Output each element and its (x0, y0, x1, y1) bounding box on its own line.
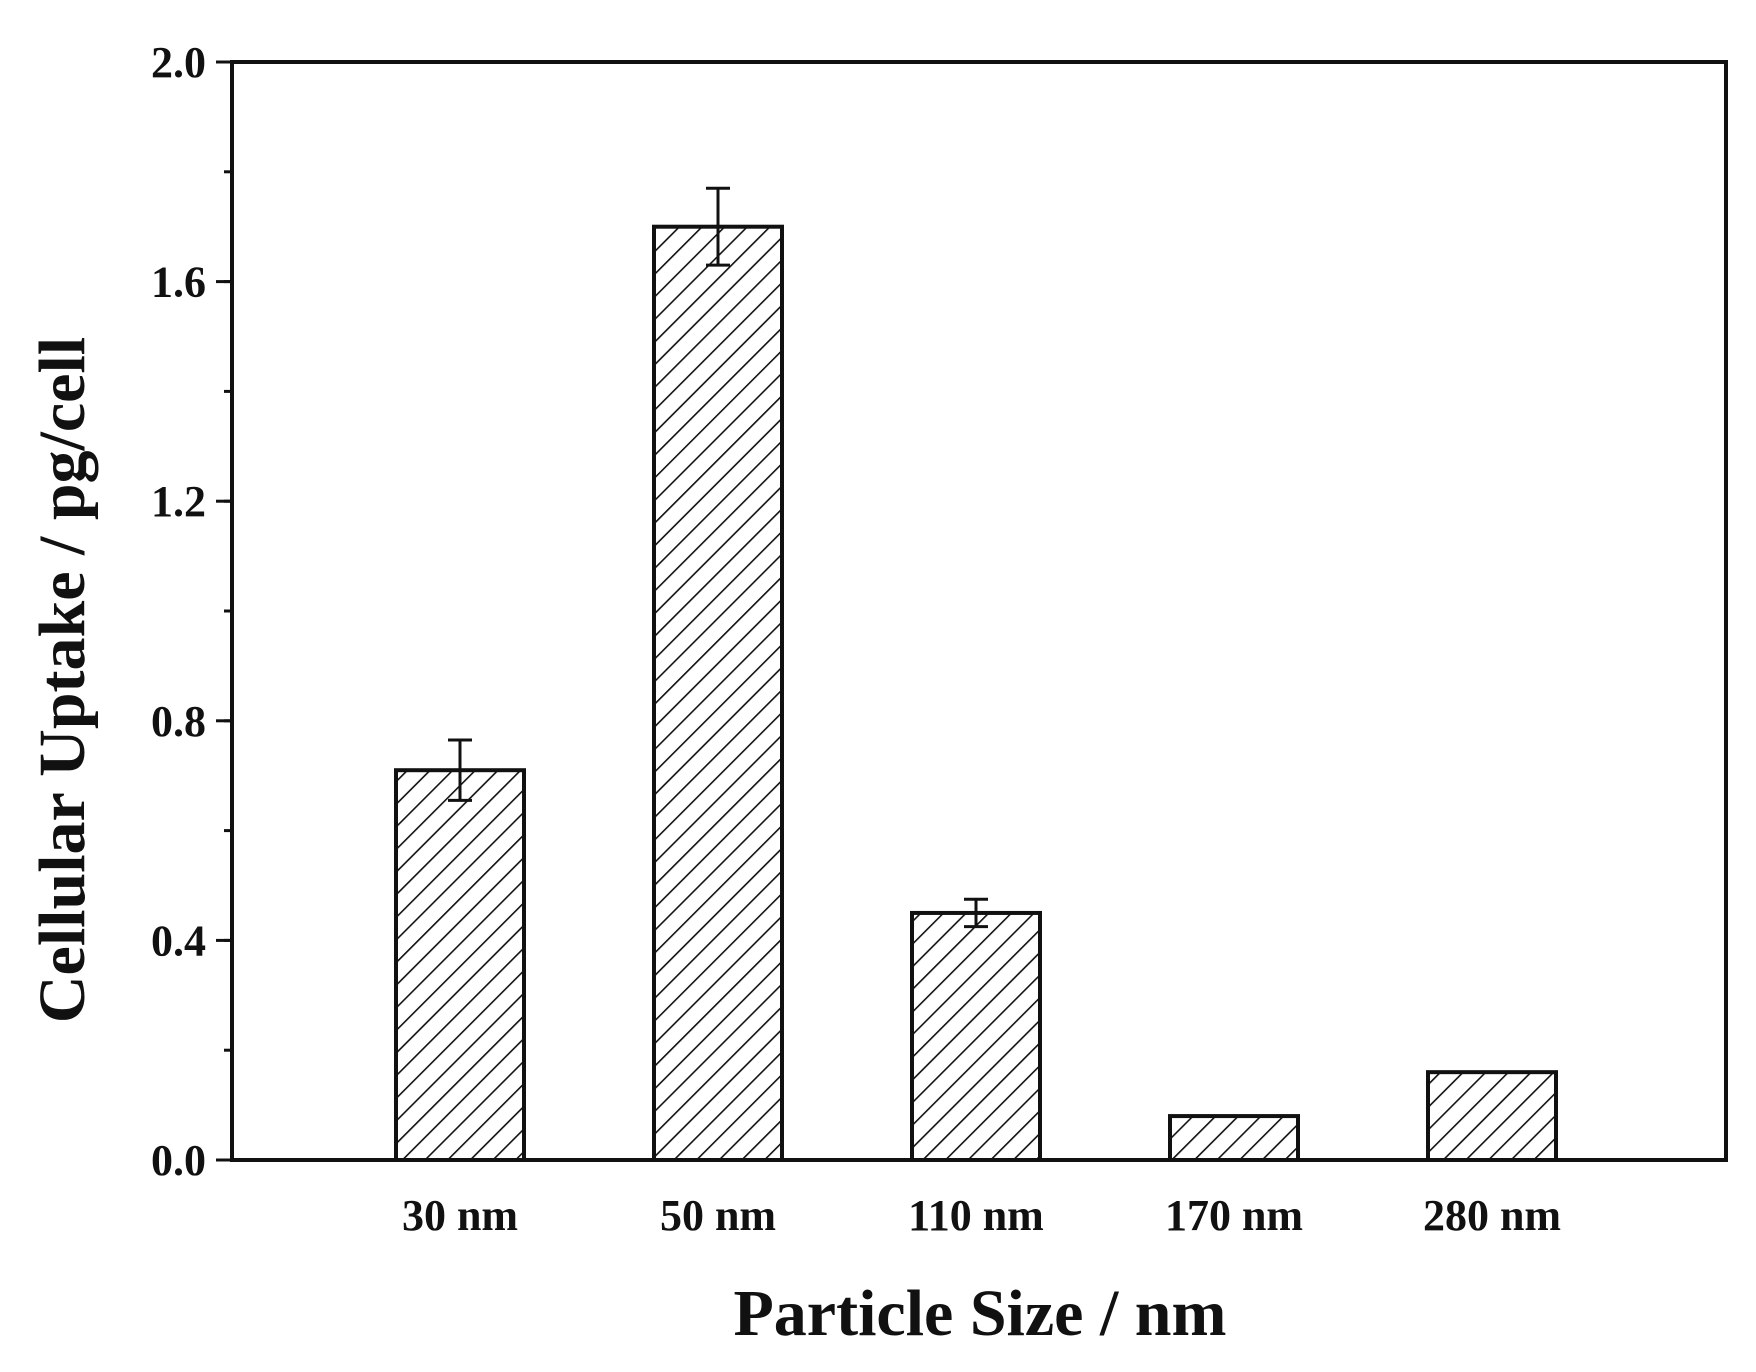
x-tick-label: 50 nm (660, 1191, 776, 1240)
bar-110-nm (910, 910, 1042, 1163)
y-tick-label: 0.4 (151, 916, 206, 965)
error-bars-layer (448, 186, 988, 929)
bar-50-nm (652, 224, 784, 1162)
error-bar (448, 738, 472, 802)
x-tick-label: 110 nm (908, 1191, 1044, 1240)
y-axis-title: Cellular Uptake / pg/cell (26, 337, 99, 1023)
y-tick-label: 1.2 (151, 477, 206, 526)
bars-layer (394, 224, 1558, 1163)
bar-280-nm (1426, 1070, 1558, 1163)
y-tick-label: 2.0 (151, 38, 206, 87)
x-axis-ticks: 30 nm 50 nm 110 nm 170 nm 280 nm (402, 1191, 1561, 1240)
x-tick-label: 280 nm (1423, 1191, 1561, 1240)
y-axis-ticks: 0.0 0.4 0.8 1.2 1.6 2.0 (151, 38, 232, 1185)
error-bar (706, 186, 730, 267)
y-tick-label: 1.6 (151, 258, 206, 307)
x-axis-title: Particle Size / nm (733, 1277, 1226, 1350)
x-tick-label: 170 nm (1165, 1191, 1303, 1240)
y-tick-label: 0.8 (151, 697, 206, 746)
y-tick-label: 0.0 (151, 1136, 206, 1185)
error-bar (964, 897, 988, 929)
x-tick-label: 30 nm (402, 1191, 518, 1240)
bar-170-nm (1168, 1114, 1300, 1162)
bar-30-nm (394, 768, 526, 1163)
